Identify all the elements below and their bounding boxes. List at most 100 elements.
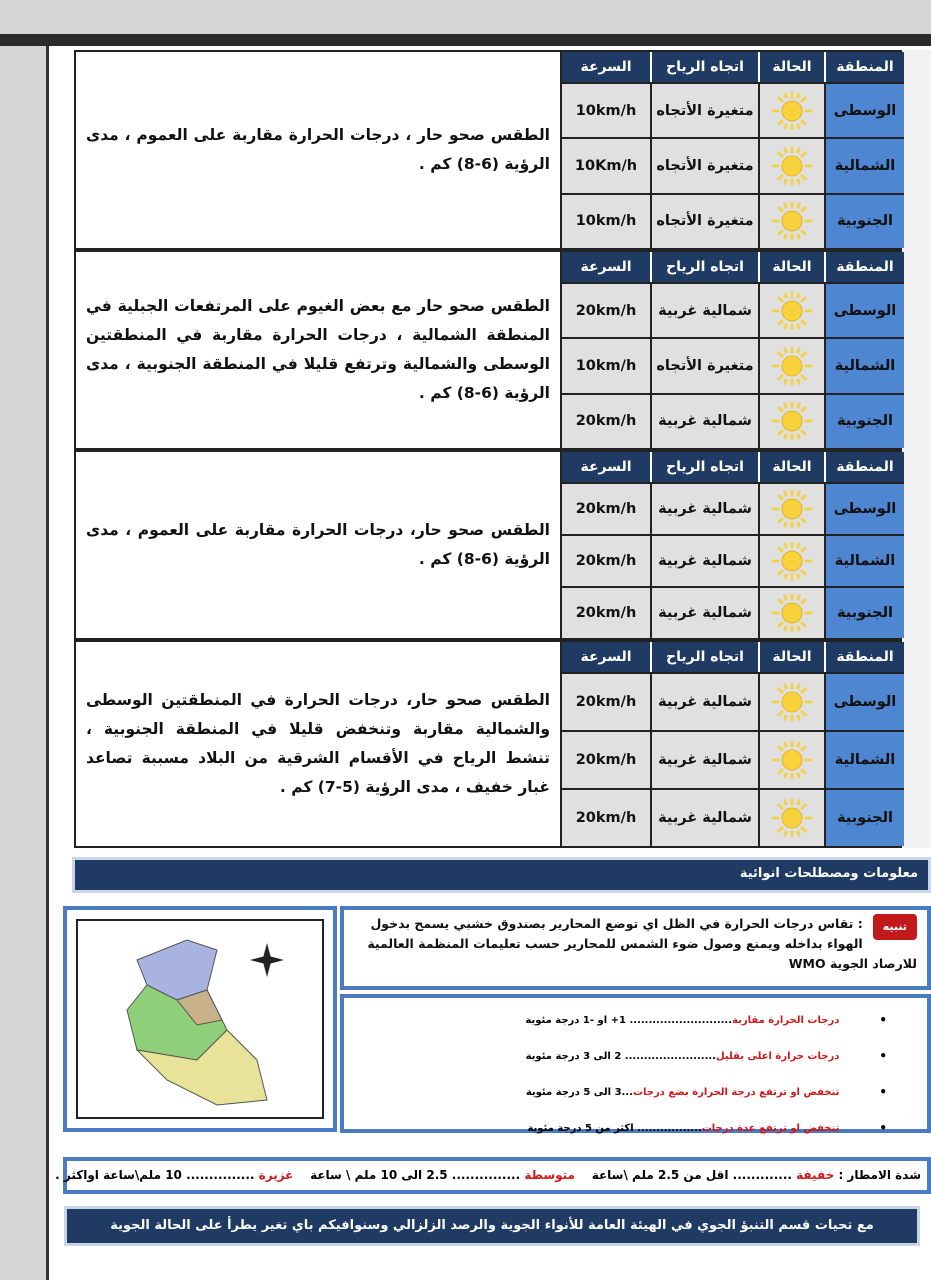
table-row: 10km/h متغيرة الأتجاه الوسطى — [562, 82, 904, 138]
table-row: 20km/h شمالية غربية الجنوبية — [562, 392, 904, 448]
wind-direction: شمالية غربية — [650, 484, 758, 534]
region-name: الوسطى — [824, 484, 904, 534]
notice-text: : تقاس درجات الحرارة في الظل اي توضع الم… — [367, 916, 917, 971]
rain-heavy-value: ............... 10 ملم\ساعة اواكثر . — [55, 1168, 255, 1182]
wind-speed: 20km/h — [562, 588, 650, 638]
table-row: 10km/h متغيرة الأتجاه الشمالية — [562, 337, 904, 393]
term-item: • تنخفض او ترتفع عدة درجات ..............… — [344, 1108, 887, 1144]
wind-speed: 10km/h — [562, 339, 650, 393]
table-row: 20km/h شمالية غربية الوسطى — [562, 282, 904, 338]
header-wind-direction: اتجاه الرياح — [650, 252, 758, 282]
wind-speed: 10km/h — [562, 84, 650, 138]
sun-icon — [758, 588, 824, 638]
header-state: الحالة — [758, 642, 824, 672]
compass-icon — [250, 943, 284, 977]
term-value: ........................... 1+ او -1 درج… — [525, 1014, 733, 1026]
header-region: المنطقة — [824, 452, 904, 482]
rain-moderate-value: ............... 2.5 الى 10 ملم \ ساعة — [310, 1168, 521, 1182]
wind-speed: 20km/h — [562, 536, 650, 586]
region-name: الجنوبية — [824, 588, 904, 638]
sun-icon — [758, 536, 824, 586]
forecast-day-block: الطقس صحو حار مع بعض الغيوم على المرتفعا… — [74, 250, 904, 450]
right-edge-strip — [902, 50, 931, 848]
table-header: السرعة اتجاه الرياح الحالة المنطقة — [562, 642, 904, 672]
header-state: الحالة — [758, 52, 824, 82]
table-row: 20km/h شمالية غربية الجنوبية — [562, 586, 904, 638]
wind-direction: شمالية غربية — [650, 536, 758, 586]
wind-speed: 10km/h — [562, 194, 650, 248]
sun-icon — [758, 394, 824, 448]
sun-icon — [758, 84, 824, 138]
region-name: الجنوبية — [824, 394, 904, 448]
region-name: الوسطى — [824, 674, 904, 730]
sun-icon — [758, 484, 824, 534]
table-header: السرعة اتجاه الرياح الحالة المنطقة — [562, 252, 904, 282]
term-item: • درجات الحرارة مقاربة...................… — [344, 1000, 887, 1036]
header-speed: السرعة — [580, 59, 632, 75]
term-value: ................. اكثر من 5 درجة مئوية — [527, 1122, 702, 1134]
term-label: تنخفض او ترتفع درجة الحرارة بضع درجات — [632, 1086, 840, 1098]
header-wind-direction: اتجاه الرياح — [650, 642, 758, 672]
table-row: 20km/h شمالية غربية الشمالية — [562, 534, 904, 586]
forecast-table: السرعة اتجاه الرياح الحالة المنطقة 10km/… — [562, 52, 904, 248]
wind-direction: شمالية غربية — [650, 588, 758, 638]
region-name: الوسطى — [824, 84, 904, 138]
table-row: 10Km/h متغيرة الأتجاه الشمالية — [562, 137, 904, 193]
region-name: الشمالية — [824, 339, 904, 393]
table-header: السرعة اتجاه الرياح الحالة المنطقة — [562, 452, 904, 482]
region-name: الشمالية — [824, 536, 904, 586]
notice-box: تنبيه: تقاس درجات الحرارة في الظل اي توض… — [340, 906, 931, 990]
sun-icon — [758, 139, 824, 193]
rain-heavy: غزيرة — [258, 1168, 294, 1182]
term-label: تنخفض او ترتفع عدة درجات — [701, 1122, 840, 1134]
terms-box: • درجات الحرارة مقاربة...................… — [340, 994, 931, 1135]
table-row: 20km/h شمالية غربية الوسطى — [562, 482, 904, 534]
sun-icon — [758, 284, 824, 338]
table-row: 10km/h متغيرة الأتجاه الجنوبية — [562, 192, 904, 248]
wind-direction: متغيرة الأتجاه — [650, 339, 758, 393]
table-row: 20km/h شمالية غربية الجنوبية — [562, 788, 904, 846]
forecast-description: الطقس صحو حار مع بعض الغيوم على المرتفعا… — [76, 252, 562, 448]
wind-speed: 20km/h — [562, 484, 650, 534]
region-name: الجنوبية — [824, 790, 904, 846]
rain-moderate: متوسطة — [524, 1168, 575, 1182]
sun-icon — [758, 194, 824, 248]
forecast-day-block: الطقس صحو حار، درجات الحرارة في المنطقتي… — [74, 640, 904, 848]
forecast-description: الطقس صحو حار ، درجات الحرارة مقاربة على… — [76, 52, 562, 248]
forecast-table: السرعة اتجاه الرياح الحالة المنطقة 20km/… — [562, 642, 904, 846]
header-wind-direction: اتجاه الرياح — [650, 52, 758, 82]
header-state: الحالة — [758, 452, 824, 482]
wind-speed: 20km/h — [562, 284, 650, 338]
header-speed: السرعة — [580, 259, 632, 275]
sun-icon — [758, 732, 824, 788]
forecast-table: السرعة اتجاه الرياح الحالة المنطقة 20km/… — [562, 252, 904, 448]
header-region: المنطقة — [824, 252, 904, 282]
footer-banner: مع تحيات قسم التنبؤ الجوي في الهيئة العا… — [64, 1206, 920, 1246]
rain-label: شدة الامطار : — [838, 1168, 921, 1182]
wind-direction: شمالية غربية — [650, 732, 758, 788]
region-name: الوسطى — [824, 284, 904, 338]
sun-icon — [758, 339, 824, 393]
wind-direction: متغيرة الأتجاه — [650, 194, 758, 248]
iraq-map — [76, 919, 324, 1119]
term-item: • درجات حرارة اعلى بقليل.................… — [344, 1036, 887, 1072]
forecast-description: الطقس صحو حار، درجات الحرارة في المنطقتي… — [76, 642, 562, 846]
wind-speed: 20km/h — [562, 394, 650, 448]
term-value: ........................ 2 الى 3 درجة مئ… — [525, 1050, 716, 1062]
wind-speed: 10Km/h — [562, 139, 650, 193]
wind-direction: شمالية غربية — [650, 394, 758, 448]
header-wind-direction: اتجاه الرياح — [650, 452, 758, 482]
sun-icon — [758, 790, 824, 846]
sun-icon — [758, 674, 824, 730]
forecast-day-block: الطقس صحو حار ، درجات الحرارة مقاربة على… — [74, 50, 904, 250]
region-name: الجنوبية — [824, 194, 904, 248]
section-title: معلومات ومصطلحات انوائية — [72, 857, 931, 893]
header-region: المنطقة — [824, 52, 904, 82]
region-name: الشمالية — [824, 139, 904, 193]
bullet-icon: • — [879, 1085, 887, 1099]
term-label: درجات الحرارة مقاربة — [732, 1014, 840, 1026]
forecast-description: الطقس صحو حار، درجات الحرارة مقاربة على … — [76, 452, 562, 638]
term-value: ...3 الى 5 درجة مئوية — [525, 1086, 633, 1098]
bullet-icon: • — [879, 1121, 887, 1135]
bullet-icon: • — [879, 1049, 887, 1063]
